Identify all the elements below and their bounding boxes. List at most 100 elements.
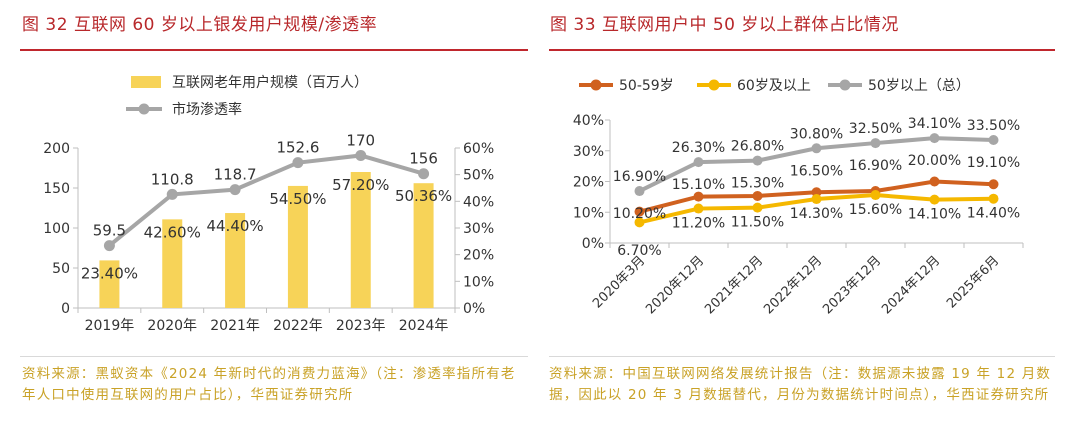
series-50-59-point: [634, 206, 645, 217]
y-tick-label: 10%: [573, 205, 604, 221]
penetration-value-label: 54.50%: [269, 190, 326, 208]
series-50-plus-total-point: [870, 138, 881, 149]
bar: [162, 219, 183, 308]
penetration-point: [292, 157, 304, 169]
legend-series-60-plus-marker: [708, 79, 720, 91]
series-50-plus-total-point: [988, 134, 999, 145]
y-left-tick-label: 150: [43, 181, 70, 197]
series-50-59-point: [929, 176, 940, 187]
bar-value-label: 118.7: [214, 166, 257, 184]
bar-value-label: 59.5: [93, 222, 126, 240]
series-50-59-value-label: 15.30%: [731, 176, 784, 192]
series-60-plus-value-label: 6.70%: [617, 243, 661, 259]
x-tick-label: 2023年12月: [820, 253, 884, 317]
bar: [225, 213, 246, 308]
bar: [287, 185, 308, 308]
legend-bar-label: 互联网老年用户规模（百万人）: [172, 74, 368, 91]
y-right-tick-label: 50%: [463, 168, 494, 184]
y-right-tick-label: 60%: [463, 141, 494, 157]
penetration-point: [229, 184, 241, 196]
series-60-plus-value-label: 14.10%: [908, 207, 961, 223]
series-50-plus-total-point: [811, 143, 822, 154]
series-50-59-value-label: 20.00%: [908, 153, 961, 169]
series-50-plus-total-point: [634, 186, 645, 197]
x-tick-label: 2020年12月: [643, 253, 707, 317]
penetration-value-label: 42.60%: [144, 223, 201, 241]
x-tick-label: 2020年3月: [590, 253, 648, 311]
y-right-tick-label: 30%: [463, 221, 494, 237]
bar-value-label: 156: [409, 150, 438, 168]
penetration-point: [103, 240, 115, 252]
x-tick-label: 2022年: [273, 318, 323, 334]
left-source-divider: [20, 356, 528, 357]
series-50-plus-total-value-label: 30.80%: [790, 126, 843, 142]
x-tick-label: 2021年: [210, 318, 260, 334]
penetration-value-label: 50.36%: [395, 187, 452, 205]
right-figure-title: 图 33 互联网用户中 50 岁以上群体占比情况: [550, 15, 899, 35]
series-60-plus-value-label: 15.60%: [849, 202, 902, 218]
series-50-plus-total-value-label: 32.50%: [849, 121, 902, 137]
x-tick-label: 2024年12月: [879, 253, 943, 317]
series-60-plus-point: [870, 190, 881, 201]
legend-line-marker: [138, 103, 150, 115]
x-tick-label: 2023年: [336, 318, 386, 334]
y-left-tick-label: 0: [61, 301, 70, 317]
penetration-value-label: 57.20%: [332, 176, 389, 194]
y-tick-label: 20%: [573, 175, 604, 191]
y-right-tick-label: 40%: [463, 194, 494, 210]
series-50-59-point: [693, 191, 704, 202]
series-60-plus-value-label: 14.40%: [967, 206, 1020, 222]
series-50-plus-total-point: [929, 133, 940, 144]
series-50-59-value-label: 19.10%: [967, 155, 1020, 171]
bar: [350, 172, 371, 308]
penetration-line: [108, 153, 425, 248]
bar-value-label: 152.6: [276, 139, 319, 157]
y-right-tick-label: 0%: [463, 301, 485, 317]
right-source-note: 资料来源：中国互联网网络发展统计报告（注：数据源未披露 19 年 12 月数据，…: [549, 366, 1052, 403]
legend-series-50-59-marker: [590, 79, 602, 91]
left-figure-panel: 图 32 互联网 60 岁以上银发用户规模/渗透率 互联网老年用户规模（百万人）…: [0, 0, 530, 448]
legend-line-label: 市场渗透率: [172, 101, 242, 118]
legend-bar-swatch: [131, 76, 161, 88]
x-tick-label: 2024年: [399, 318, 449, 334]
right-chart: 50-59岁 60岁及以上 50岁以上（总） 0% 10% 20% 30% 40% 2020年3…: [573, 78, 1024, 317]
bar: [413, 183, 434, 308]
series-60-plus-value-label: 11.50%: [731, 215, 784, 231]
series-60-plus-point: [929, 194, 940, 205]
y-tick-label: 40%: [573, 113, 604, 129]
x-tick-label: 2022年12月: [761, 253, 825, 317]
y-tick-label: 30%: [573, 144, 604, 160]
left-chart: 互联网老年用户规模（百万人） 市场渗透率 0 50 100 150 200 0% 10% 20% 3…: [43, 74, 494, 334]
y-right-tick-label: 20%: [463, 248, 494, 264]
right-title-divider: [549, 49, 1055, 51]
bar-value-label: 110.8: [151, 170, 194, 188]
x-tick-label: 2021年12月: [702, 253, 766, 317]
series-50-plus-total-point: [693, 157, 704, 168]
series-60-plus-point: [752, 202, 763, 213]
y-tick-label: 0%: [582, 236, 604, 252]
legend-series-50-plus-total-label: 50岁以上（总）: [868, 78, 970, 94]
bar-value-label: 170: [346, 131, 375, 149]
legend-series-50-59-label: 50-59岁: [619, 78, 674, 94]
left-figure-title: 图 32 互联网 60 岁以上银发用户规模/渗透率: [22, 15, 378, 35]
y-left-tick-label: 100: [43, 221, 70, 237]
series-50-plus-total-value-label: 34.10%: [908, 116, 961, 132]
x-tick-label: 2025年6月: [944, 253, 1002, 311]
series-50-plus-total-value-label: 33.50%: [967, 118, 1020, 134]
y-left-tick-label: 50: [52, 261, 70, 277]
series-50-plus-total-value-label: 26.30%: [672, 140, 725, 156]
left-source-note: 资料来源：黑蚁资本《2024 年新时代的消费力蓝海》（注：渗透率指所有老年人口中…: [22, 366, 516, 403]
y-left-tick-label: 200: [43, 141, 70, 157]
series-50-59-point: [752, 190, 763, 201]
series-50-plus-total-value-label: 26.80%: [731, 139, 784, 155]
series-60-plus-point: [988, 193, 999, 204]
x-tick-label: 2020年: [147, 318, 197, 334]
legend-series-60-plus-label: 60岁及以上: [737, 78, 811, 94]
series-50-59-value-label: 16.90%: [849, 158, 902, 174]
series-50-59-value-label: 10.20%: [613, 206, 666, 222]
series-50-plus-total-value-label: 16.90%: [613, 169, 666, 185]
series-60-plus-point: [634, 217, 645, 228]
series-60-plus-value-label: 14.30%: [790, 206, 843, 222]
penetration-point: [418, 168, 430, 180]
series-50-plus-total-point: [752, 155, 763, 166]
